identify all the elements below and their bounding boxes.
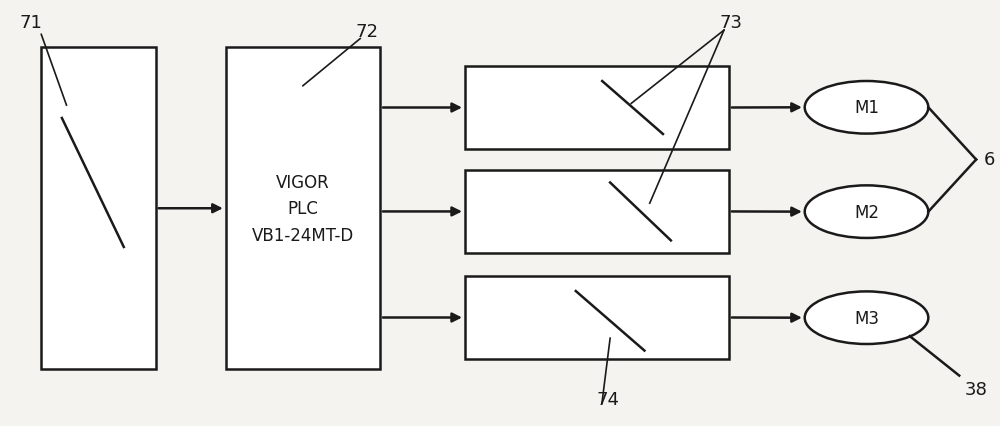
Text: 73: 73 — [719, 14, 742, 32]
Text: VIGOR
PLC
VB1-24MT-D: VIGOR PLC VB1-24MT-D — [252, 173, 354, 244]
Text: 38: 38 — [964, 380, 987, 398]
FancyBboxPatch shape — [226, 48, 380, 370]
Text: 72: 72 — [355, 23, 378, 40]
FancyBboxPatch shape — [465, 276, 729, 359]
Text: 71: 71 — [19, 14, 42, 32]
Text: M3: M3 — [854, 309, 879, 327]
FancyBboxPatch shape — [41, 48, 156, 370]
Text: M1: M1 — [854, 99, 879, 117]
Circle shape — [805, 82, 928, 134]
Circle shape — [805, 186, 928, 239]
Text: M2: M2 — [854, 203, 879, 221]
Circle shape — [805, 292, 928, 344]
Text: 6: 6 — [984, 151, 996, 169]
FancyBboxPatch shape — [465, 171, 729, 253]
FancyBboxPatch shape — [465, 67, 729, 150]
Text: 74: 74 — [597, 390, 620, 408]
